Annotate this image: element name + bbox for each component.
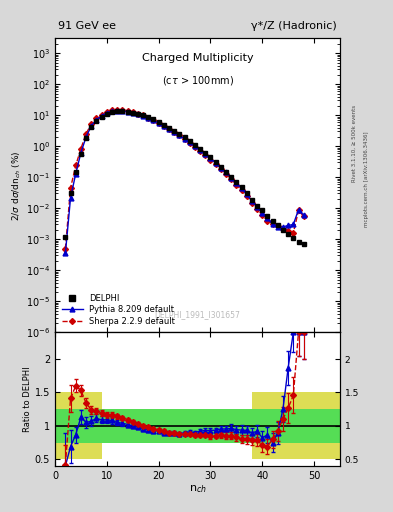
Text: Rivet 3.1.10, ≥ 500k events: Rivet 3.1.10, ≥ 500k events [352,105,357,182]
X-axis label: n$_{ch}$: n$_{ch}$ [189,483,206,495]
Text: DELPHI_1991_I301657: DELPHI_1991_I301657 [154,310,241,319]
Text: 91 GeV ee: 91 GeV ee [58,21,116,31]
Text: γ*/Z (Hadronic): γ*/Z (Hadronic) [252,21,337,31]
Legend: DELPHI, Pythia 8.209 default, Sherpa 2.2.9 default: DELPHI, Pythia 8.209 default, Sherpa 2.2… [59,291,178,328]
Text: mcplots.cern.ch [arXiv:1306.3436]: mcplots.cern.ch [arXiv:1306.3436] [364,132,369,227]
Text: Charged Multiplicity: Charged Multiplicity [141,53,253,63]
Text: (c$\tau$ > 100mm): (c$\tau$ > 100mm) [162,74,233,87]
Y-axis label: Ratio to DELPHI: Ratio to DELPHI [23,366,32,432]
Y-axis label: 2/$\sigma$ d$\sigma$/dn$_{ch}$ (%): 2/$\sigma$ d$\sigma$/dn$_{ch}$ (%) [11,150,23,221]
